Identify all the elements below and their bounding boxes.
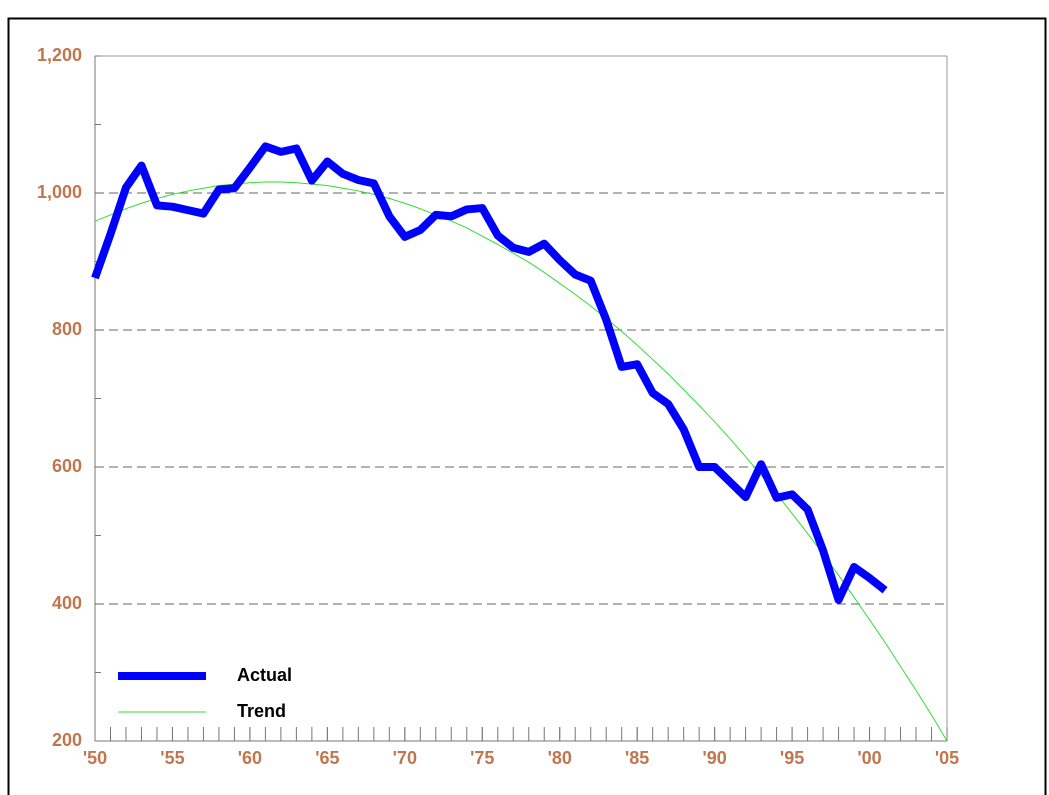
chart-frame <box>7 17 1047 795</box>
y-tick-label: 400 <box>52 593 82 613</box>
x-tick-label: '70 <box>393 748 417 768</box>
x-tick-label: '65 <box>315 748 339 768</box>
x-tick-label: '95 <box>780 748 804 768</box>
x-tick-label: '75 <box>470 748 494 768</box>
x-tick-label: '60 <box>238 748 262 768</box>
series-line <box>91 142 888 604</box>
x-tick-label: '85 <box>625 748 649 768</box>
y-tick-label: 600 <box>52 456 82 476</box>
series-line <box>94 181 948 742</box>
x-tick-label: '00 <box>857 748 881 768</box>
x-tick-label: '05 <box>935 748 959 768</box>
y-tick-label: 1,000 <box>37 182 82 202</box>
y-tick-label: 1,200 <box>37 45 82 65</box>
y-tick-label: 800 <box>52 319 82 339</box>
x-tick-label: '50 <box>83 748 107 768</box>
x-tick-label: '80 <box>548 748 572 768</box>
y-tick-label: 200 <box>52 730 82 750</box>
x-tick-label: '55 <box>160 748 184 768</box>
legend-label: Trend <box>237 701 286 721</box>
legend-label: Actual <box>237 665 292 685</box>
x-tick-label: '90 <box>702 748 726 768</box>
